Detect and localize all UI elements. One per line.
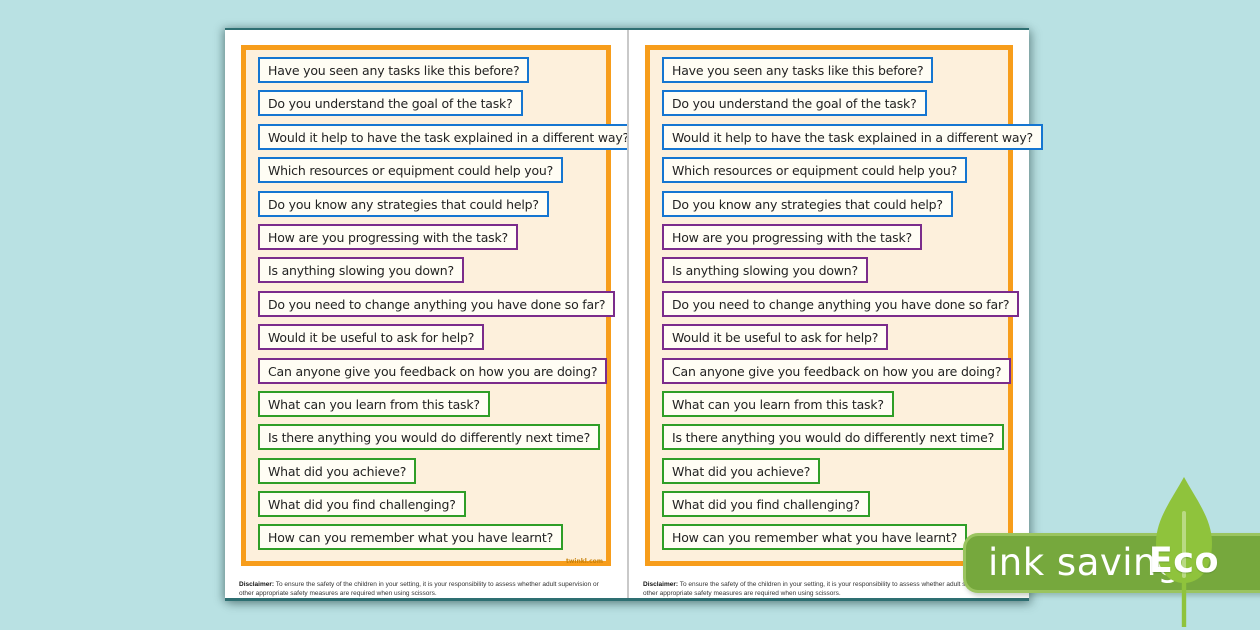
twinkl-watermark: twinkl.com: [566, 558, 603, 565]
worksheet-page-right: Have you seen any tasks like this before…: [627, 30, 1043, 600]
question-strip: Would it be useful to ask for help?: [662, 324, 889, 351]
question-strip: Which resources or equipment could help …: [258, 157, 564, 184]
question-strip: Can anyone give you feedback on how you …: [258, 357, 608, 384]
question-strip: How are you progressing with the task?: [662, 223, 922, 250]
question-strip: How are you progressing with the task?: [258, 223, 518, 250]
question-strip: Can anyone give you feedback on how you …: [662, 357, 1012, 384]
disclaimer-label: Disclaimer:: [643, 580, 679, 588]
disclaimer-body: To ensure the safety of the children in …: [239, 580, 599, 598]
question-strip: Do you know any strategies that could he…: [258, 190, 549, 217]
question-strip-list: Have you seen any tasks like this before…: [662, 57, 1043, 551]
question-strip: Do you know any strategies that could he…: [662, 190, 953, 217]
question-strip: Have you seen any tasks like this before…: [258, 57, 530, 83]
question-strip-list: Have you seen any tasks like this before…: [258, 57, 639, 551]
question-strip: What can you learn from this task?: [662, 390, 894, 417]
question-strip: What did you achieve?: [662, 457, 821, 484]
question-strip: Do you understand the goal of the task?: [662, 90, 927, 117]
question-strip: Is anything slowing you down?: [258, 257, 464, 284]
question-strip: Have you seen any tasks like this before…: [662, 57, 934, 83]
question-strip: How can you remember what you have learn…: [662, 524, 968, 551]
question-strip: Which resources or equipment could help …: [662, 157, 968, 184]
eco-label: Eco: [1148, 541, 1220, 581]
question-strip: What did you find challenging?: [662, 491, 870, 518]
disclaimer-label: Disclaimer:: [239, 580, 275, 588]
disclaimer-text: Disclaimer: To ensure the safety of the …: [643, 580, 1017, 600]
disclaimer-body: To ensure the safety of the children in …: [643, 580, 1003, 598]
question-strip: Do you need to change anything you have …: [662, 290, 1020, 317]
question-strip: Is anything slowing you down?: [662, 257, 868, 284]
question-strip: How can you remember what you have learn…: [258, 524, 564, 551]
question-strip: Do you understand the goal of the task?: [258, 90, 523, 117]
leaf-stem: [1181, 577, 1187, 627]
orange-frame: Have you seen any tasks like this before…: [645, 45, 1043, 566]
question-strip: What can you learn from this task?: [258, 390, 490, 417]
question-strip: Would it be useful to ask for help?: [258, 324, 485, 351]
question-strip: Do you need to change anything you have …: [258, 290, 616, 317]
question-strip: Is there anything you would do different…: [258, 424, 601, 451]
eco-leaf-icon: [1156, 477, 1212, 627]
question-strip: Is there anything you would do different…: [662, 424, 1005, 451]
orange-frame: Have you seen any tasks like this before…: [241, 45, 639, 566]
disclaimer-text: Disclaimer: To ensure the safety of the …: [239, 580, 615, 600]
question-strip: Would it help to have the task explained…: [258, 123, 639, 150]
question-strip: Would it help to have the task explained…: [662, 123, 1043, 150]
question-strip: What did you achieve?: [258, 457, 417, 484]
ink-saving-label: ink saving: [988, 541, 1181, 584]
worksheet-spread: Have you seen any tasks like this before…: [225, 28, 1043, 601]
worksheet-page-left: Have you seen any tasks like this before…: [225, 30, 639, 600]
question-strip: What did you find challenging?: [258, 491, 466, 518]
